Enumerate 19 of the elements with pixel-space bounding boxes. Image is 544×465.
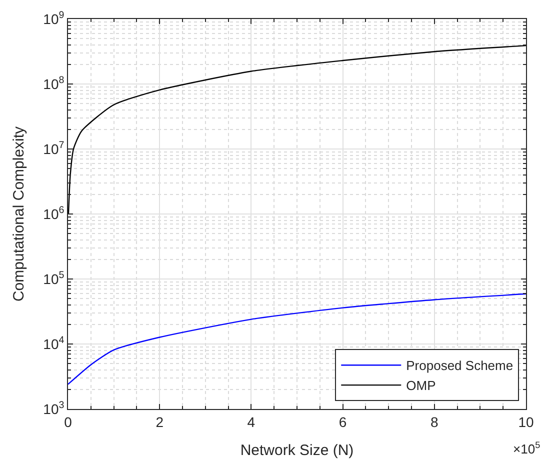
legend-label: OMP bbox=[406, 378, 436, 394]
y-axis-title: Computational Complexity bbox=[10, 126, 28, 302]
x-tick-label: 6 bbox=[338, 414, 347, 430]
y-tick-label: 10$^{9}$ bbox=[43, 10, 64, 27]
text: ×10$^{5}$ bbox=[513, 440, 540, 456]
x-tick-label: 0 bbox=[64, 414, 72, 430]
x-tick-label: 4 bbox=[247, 414, 256, 430]
line-series bbox=[68, 44, 526, 215]
y-tick-label: 10$^{7}$ bbox=[43, 140, 64, 157]
y-tick-label: 10$^{5}$ bbox=[43, 270, 65, 287]
x-tick-label: 2 bbox=[156, 414, 164, 430]
y-tick-label: 10$^{6}$ bbox=[43, 205, 65, 222]
y-tick-label: 10$^{3}$ bbox=[43, 400, 65, 417]
y-tick-label: 10$^{8}$ bbox=[43, 75, 65, 92]
x-tick-label: 10 bbox=[518, 414, 534, 430]
x-tick-label: 8 bbox=[430, 414, 438, 430]
y-tick-label: 10$^{4}$ bbox=[43, 335, 65, 352]
x-axis-title: Network Size (N) bbox=[240, 442, 354, 459]
legend-label: Proposed Scheme bbox=[406, 358, 514, 374]
